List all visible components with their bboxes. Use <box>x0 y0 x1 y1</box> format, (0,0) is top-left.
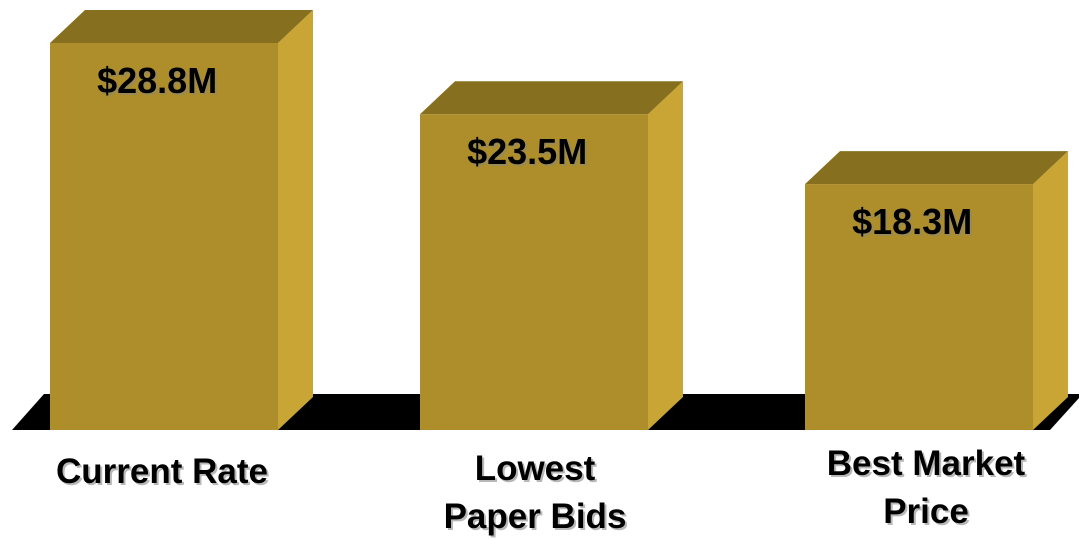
bar-top <box>805 151 1068 185</box>
category-label: Price <box>883 492 969 531</box>
bar-2: $23.5M$23.5M <box>420 81 683 430</box>
bar-front <box>420 114 648 430</box>
bar-value-label-shadow: $18.3M <box>854 203 974 244</box>
bar-top <box>420 81 683 115</box>
bar-front <box>805 184 1033 430</box>
category-label-shadow: Paper Bids <box>446 499 629 538</box>
category-label: Current Rate <box>56 452 268 491</box>
category-label-shadow: Price <box>885 494 971 533</box>
category-label-shadow: Current Rate <box>58 454 270 493</box>
bar-value-label: $28.8M <box>97 60 217 101</box>
bar-front <box>50 43 278 430</box>
bar-side <box>648 81 683 430</box>
bar-value-label: $23.5M <box>467 131 587 172</box>
bar-side <box>278 10 313 430</box>
category-label: Best Market <box>827 444 1026 483</box>
bar-value-label-shadow: $23.5M <box>469 133 589 174</box>
bars-layer: $28.8M$28.8M $23.5M$23.5M $18.3M$18.3M <box>50 10 1068 430</box>
bar-side <box>1033 151 1068 430</box>
category-label-shadow: Lowest <box>477 451 598 490</box>
category-label: Paper Bids <box>444 497 627 536</box>
category-label-shadow: Best Market <box>829 446 1028 485</box>
bar-top <box>50 10 313 43</box>
bar-3: $18.3M$18.3M <box>805 151 1068 430</box>
bar-value-label: $18.3M <box>852 201 972 242</box>
category-label: Lowest <box>475 449 596 488</box>
bar-1: $28.8M$28.8M <box>50 10 313 430</box>
bar-value-label-shadow: $28.8M <box>99 62 219 103</box>
